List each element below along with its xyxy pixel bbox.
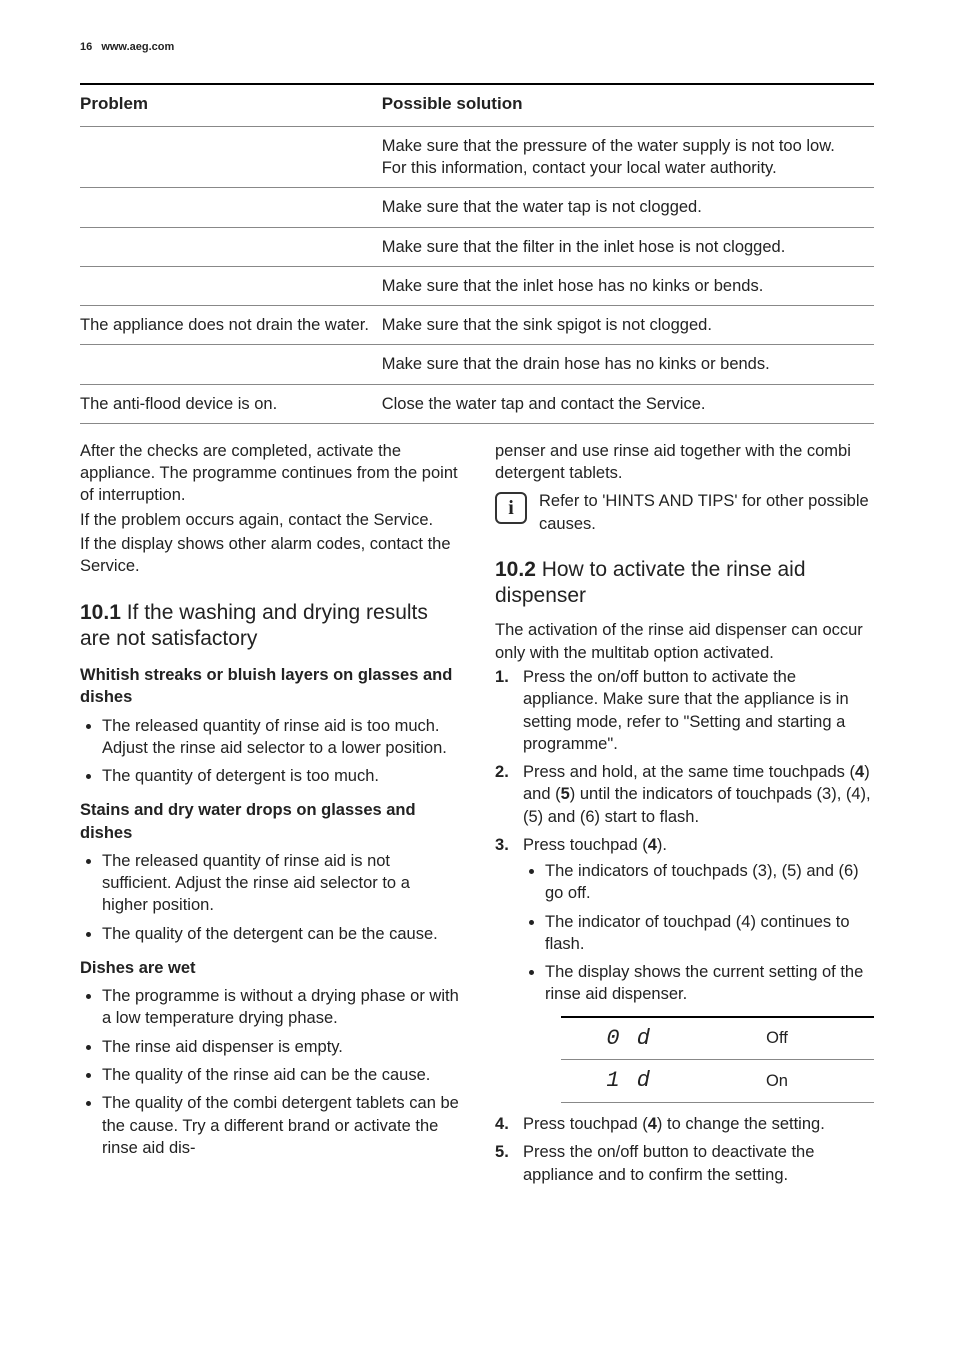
cell: The appliance does not drain the water. — [80, 306, 382, 345]
page-header: 16 www.aeg.com — [80, 40, 874, 55]
t: ). — [657, 836, 667, 854]
info-text: Refer to 'HINTS AND TIPS' for other poss… — [539, 490, 874, 535]
cell: Make sure that the water tap is not clog… — [382, 188, 874, 227]
cell — [80, 345, 382, 384]
cell — [80, 126, 382, 188]
section-title: How to activate the rinse aid dispenser — [495, 558, 806, 607]
list-item: The programme is without a drying phase … — [102, 985, 459, 1030]
stains-list: The released quantity of rinse aid is no… — [80, 850, 459, 945]
t: 4 — [648, 1115, 657, 1133]
list-item: The rinse aid dispenser is empty. — [102, 1036, 459, 1058]
continuation-text: penser and use rinse aid together with t… — [495, 440, 874, 485]
info-box: i Refer to 'HINTS AND TIPS' for other po… — [495, 490, 874, 535]
after-checks-1: After the checks are completed, activate… — [80, 440, 459, 507]
step-1: Press the on/off button to activate the … — [523, 666, 874, 755]
list-item: The released quantity of rinse aid is no… — [102, 850, 459, 917]
list-item: The quality of the rinse aid can be the … — [102, 1064, 459, 1086]
cell: Make sure that the drain hose has no kin… — [382, 345, 874, 384]
body-columns: After the checks are completed, activate… — [80, 440, 874, 1194]
t: ) to change the setting. — [657, 1115, 825, 1133]
trouble-tbody: Make sure that the pressure of the water… — [80, 126, 874, 423]
troubleshooting-table: Problem Possible solution Make sure that… — [80, 83, 874, 424]
section-10-1-heading: 10.1 If the washing and drying results a… — [80, 600, 459, 653]
after-checks-2: If the problem occurs again, contact the… — [80, 509, 459, 531]
t: 4 — [648, 836, 657, 854]
col-problem: Problem — [80, 84, 382, 126]
header-site: www.aeg.com — [101, 41, 174, 53]
info-glyph: i — [508, 495, 514, 522]
cell: Close the water tap and contact the Serv… — [382, 384, 874, 423]
display-label: On — [680, 1060, 874, 1103]
cell: Make sure that the inlet hose has no kin… — [382, 266, 874, 305]
display-code: 1 d — [561, 1060, 680, 1103]
list-item: The quantity of detergent is too much. — [102, 765, 459, 787]
whitish-list: The released quantity of rinse aid is to… — [80, 715, 459, 788]
t: 4 — [855, 763, 864, 781]
page-number: 16 — [80, 40, 92, 55]
subhead-wet: Dishes are wet — [80, 957, 459, 979]
step-4: Press touchpad (4) to change the setting… — [523, 1113, 874, 1135]
display-code: 0 d — [561, 1017, 680, 1060]
t: 5 — [561, 785, 570, 803]
step-2: Press and hold, at the same time touchpa… — [523, 761, 874, 828]
right-column: penser and use rinse aid together with t… — [495, 440, 874, 1194]
cell — [80, 227, 382, 266]
cell — [80, 266, 382, 305]
wet-list: The programme is without a drying phase … — [80, 985, 459, 1159]
list-item: The indicators of touchpads (3), (5) and… — [545, 860, 874, 905]
info-icon: i — [495, 492, 527, 524]
list-item: The display shows the current setting of… — [545, 961, 874, 1006]
col-solution: Possible solution — [382, 84, 874, 126]
list-item: The released quantity of rinse aid is to… — [102, 715, 459, 760]
subhead-stains: Stains and dry water drops on glasses an… — [80, 799, 459, 844]
cell — [80, 188, 382, 227]
subhead-whitish: Whitish streaks or bluish layers on glas… — [80, 664, 459, 709]
t: ) until the indicators of touchpads (3),… — [523, 785, 871, 825]
list-item: The quality of the combi detergent table… — [102, 1092, 459, 1159]
t: Press touchpad ( — [523, 1115, 648, 1133]
cell: Make sure that the sink spigot is not cl… — [382, 306, 874, 345]
step3-sublist: The indicators of touchpads (3), (5) and… — [523, 860, 874, 1006]
section-title: If the washing and drying results are no… — [80, 601, 428, 650]
list-item: The indicator of touchpad (4) continues … — [545, 911, 874, 956]
cell: Make sure that the filter in the inlet h… — [382, 227, 874, 266]
t: Press and hold, at the same time touchpa… — [523, 763, 855, 781]
after-checks-3: If the display shows other alarm codes, … — [80, 533, 459, 578]
display-table: 0 d Off 1 d On — [561, 1016, 874, 1103]
steps-list: Press the on/off button to activate the … — [495, 666, 874, 1186]
list-item: The quality of the detergent can be the … — [102, 923, 459, 945]
section-10-2-heading: 10.2 How to activate the rinse aid dispe… — [495, 557, 874, 610]
step-3: Press touchpad (4). The indicators of to… — [523, 834, 874, 1103]
intro-10-2: The activation of the rinse aid dispense… — [495, 619, 874, 664]
step-5: Press the on/off button to deactivate th… — [523, 1141, 874, 1186]
section-number: 10.2 — [495, 558, 536, 581]
cell: Make sure that the pressure of the water… — [382, 126, 874, 188]
left-column: After the checks are completed, activate… — [80, 440, 459, 1194]
display-label: Off — [680, 1017, 874, 1060]
t: Press touchpad ( — [523, 836, 648, 854]
section-number: 10.1 — [80, 601, 121, 624]
cell: The anti-flood device is on. — [80, 384, 382, 423]
